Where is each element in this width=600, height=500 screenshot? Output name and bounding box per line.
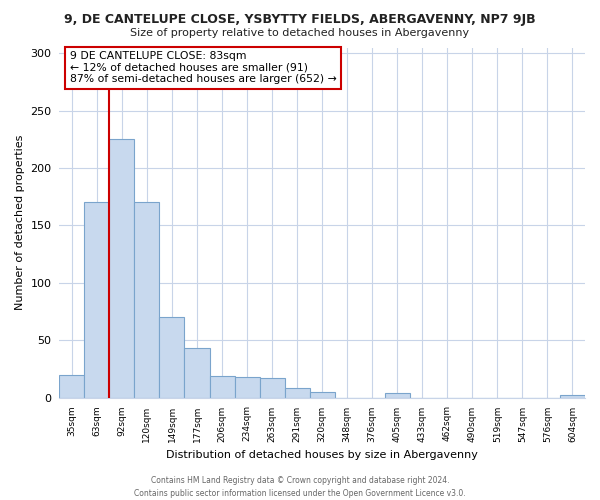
Bar	[59, 374, 85, 398]
Text: 9, DE CANTELUPE CLOSE, YSBYTTY FIELDS, ABERGAVENNY, NP7 9JB: 9, DE CANTELUPE CLOSE, YSBYTTY FIELDS, A…	[64, 12, 536, 26]
Bar	[385, 393, 410, 398]
X-axis label: Distribution of detached houses by size in Abergavenny: Distribution of detached houses by size …	[166, 450, 478, 460]
Text: Size of property relative to detached houses in Abergavenny: Size of property relative to detached ho…	[130, 28, 470, 38]
Bar	[560, 396, 585, 398]
Bar	[209, 376, 235, 398]
Bar	[260, 378, 284, 398]
Bar	[184, 348, 209, 398]
Bar	[85, 202, 109, 398]
Text: Contains HM Land Registry data © Crown copyright and database right 2024.
Contai: Contains HM Land Registry data © Crown c…	[134, 476, 466, 498]
Bar	[284, 388, 310, 398]
Text: 9 DE CANTELUPE CLOSE: 83sqm
← 12% of detached houses are smaller (91)
87% of sem: 9 DE CANTELUPE CLOSE: 83sqm ← 12% of det…	[70, 51, 337, 84]
Bar	[134, 202, 160, 398]
Bar	[310, 392, 335, 398]
Y-axis label: Number of detached properties: Number of detached properties	[15, 135, 25, 310]
Bar	[235, 377, 260, 398]
Bar	[109, 140, 134, 398]
Bar	[160, 318, 184, 398]
